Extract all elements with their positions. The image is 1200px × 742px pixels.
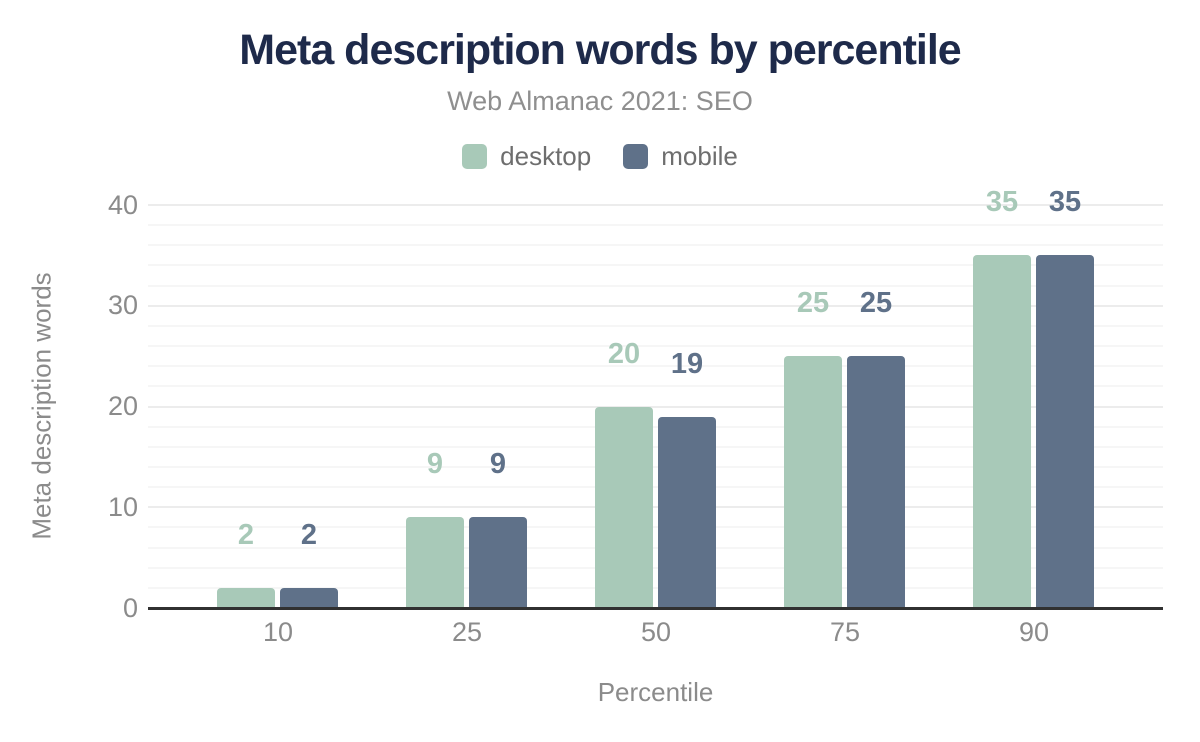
plot-area: 2 2 9 9 20 19 25 25 35 35 [148, 188, 1163, 610]
bar-mobile-p50[interactable] [658, 416, 716, 608]
bar-value-label-mobile-p10: 2 [300, 518, 318, 551]
bar-value-label-mobile-p75: 25 [859, 287, 893, 320]
chart-subtitle: Web Almanac 2021: SEO [447, 86, 753, 116]
gridline-minor [148, 566, 1163, 569]
legend-item-mobile[interactable]: mobile [623, 141, 738, 172]
x-tick-label: 90 [1018, 617, 1050, 647]
bar-desktop-p50[interactable] [595, 406, 653, 608]
gridline-major [148, 506, 1163, 509]
gridline-minor [148, 264, 1163, 267]
y-tick-label: 10 [107, 492, 138, 522]
x-tick-label: 75 [829, 617, 861, 647]
legend-label-mobile: mobile [661, 141, 738, 171]
gridline-minor [148, 425, 1163, 428]
bar-value-label-desktop-p75: 25 [796, 287, 830, 320]
y-tick-label: 0 [122, 593, 138, 623]
x-axis-line [148, 607, 1163, 610]
bar-mobile-p90[interactable] [1036, 255, 1094, 608]
gridline-minor [148, 345, 1163, 348]
legend-item-desktop[interactable]: desktop [462, 141, 591, 172]
x-axis-title: Percentile [597, 677, 714, 707]
gridline-major [148, 405, 1163, 408]
x-tick-label: 25 [451, 617, 483, 647]
bar-value-label-desktop-p10: 2 [237, 518, 255, 551]
bar-value-label-mobile-p50: 19 [670, 347, 704, 380]
bar-desktop-p25[interactable] [406, 517, 464, 608]
gridline-major [148, 304, 1163, 307]
chart-title: Meta description words by percentile [239, 26, 961, 74]
bar-value-label-desktop-p50: 20 [607, 337, 641, 370]
bar-mobile-p10[interactable] [280, 587, 338, 608]
gridline-minor [148, 526, 1163, 529]
bar-mobile-p75[interactable] [847, 356, 905, 608]
gridline-minor [148, 465, 1163, 468]
gridline-minor [148, 284, 1163, 287]
gridline-minor [148, 445, 1163, 448]
x-tick-label: 10 [262, 617, 294, 647]
bar-desktop-p75[interactable] [784, 356, 842, 608]
bar-value-label-desktop-p90: 35 [985, 186, 1019, 219]
bar-desktop-p90[interactable] [973, 255, 1031, 608]
y-tick-label: 40 [107, 190, 138, 220]
gridline-minor [148, 546, 1163, 549]
gridline-minor [148, 224, 1163, 227]
gridline-minor [148, 365, 1163, 368]
gridline-minor [148, 486, 1163, 489]
y-tick-label: 30 [107, 290, 138, 320]
bar-value-label-mobile-p25: 9 [489, 448, 507, 481]
gridline-minor [148, 385, 1163, 388]
gridline-major [148, 204, 1163, 206]
gridline-minor [148, 244, 1163, 247]
bar-mobile-p25[interactable] [469, 517, 527, 608]
bar-value-label-desktop-p25: 9 [426, 448, 444, 481]
legend: desktop mobile [0, 141, 1200, 172]
legend-label-desktop: desktop [500, 141, 592, 171]
legend-swatch-mobile [623, 144, 649, 169]
gridline-minor [148, 586, 1163, 589]
gridline-minor [148, 324, 1163, 327]
bar-desktop-p10[interactable] [217, 587, 275, 608]
bar-value-label-mobile-p90: 35 [1048, 186, 1082, 219]
x-tick-label: 50 [640, 617, 672, 647]
legend-swatch-desktop [462, 144, 488, 169]
y-tick-label: 20 [107, 391, 138, 421]
